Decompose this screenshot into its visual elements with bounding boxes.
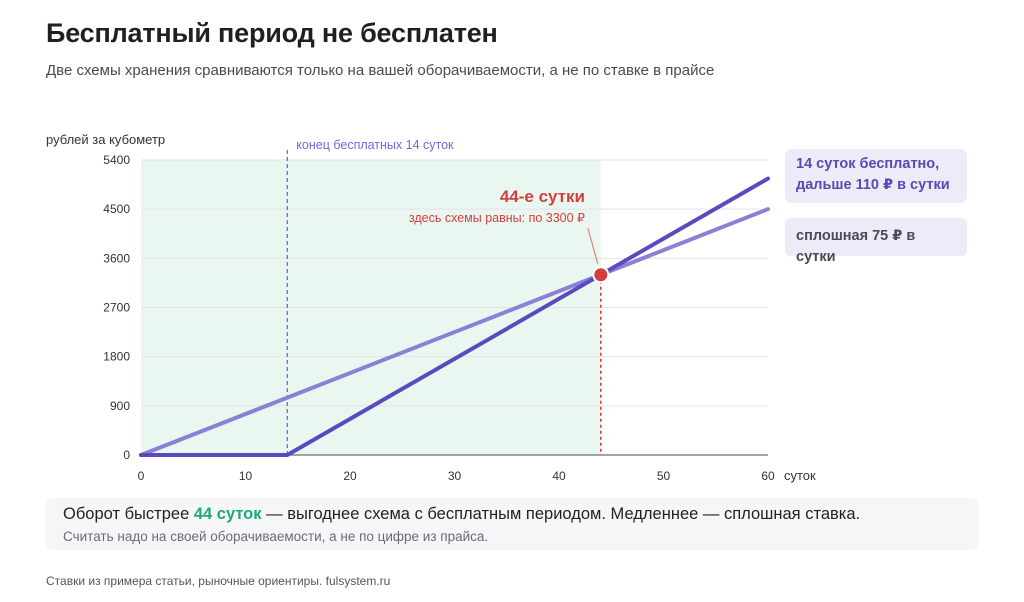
y-tick-label: 0 [123,448,130,462]
x-tick-label: 40 [552,469,566,483]
page-title: Бесплатный период не бесплатен [46,18,498,48]
y-axis-label: рублей за кубометр [46,132,165,147]
crossover-label: 44-е сутки [500,187,585,206]
x-tick-label: 60 [761,469,775,483]
y-tick-label: 900 [110,399,130,413]
footer-note: Ставки из примера статьи, рыночные ориен… [46,574,391,588]
summary-box: Оборот быстрее 44 суток — выгоднее схема… [46,498,978,550]
summary-main-text: Оборот быстрее 44 суток — выгоднее схема… [63,505,860,524]
free-period-marker-label: конец бесплатных 14 суток [296,138,454,152]
summary-sub-text: Считать надо на своей оборачиваемости, а… [63,529,489,544]
summary-before: Оборот быстрее [63,505,194,523]
x-tick-label: 20 [343,469,357,483]
crossover-sublabel: здесь схемы равны: по 3300 ₽ [409,211,585,225]
legend-free-line2: дальше 110 ₽ в сутки [796,177,950,193]
legend-free-line1: 14 суток бесплатно, [796,156,940,172]
crossover-pointer [587,227,599,264]
x-axis-label: суток [784,468,816,483]
summary-after: — выгоднее схема с бесплатным периодом. … [261,505,861,523]
x-tick-label: 10 [239,469,253,483]
summary-highlight: 44 суток [193,505,262,523]
legend-free-period: 14 суток бесплатно, дальше 110 ₽ в сутки [785,149,967,203]
x-tick-label: 50 [657,469,671,483]
x-tick-label: 0 [138,469,145,483]
legend-flat-rate: сплошная 75 ₽ в сутки [785,218,967,265]
y-tick-label: 5400 [103,153,130,167]
y-tick-label: 1800 [103,350,130,364]
y-tick-label: 4500 [103,202,130,216]
y-tick-label: 3600 [103,251,130,265]
page-subtitle: Две схемы хранения сравниваются только н… [46,62,715,79]
crossover-point [592,266,610,284]
series-line-flat-rate [139,207,770,457]
legend-flat-label: сплошная 75 ₽ в сутки [796,228,916,265]
x-tick-label: 30 [448,469,462,483]
y-tick-label: 2700 [103,301,130,315]
